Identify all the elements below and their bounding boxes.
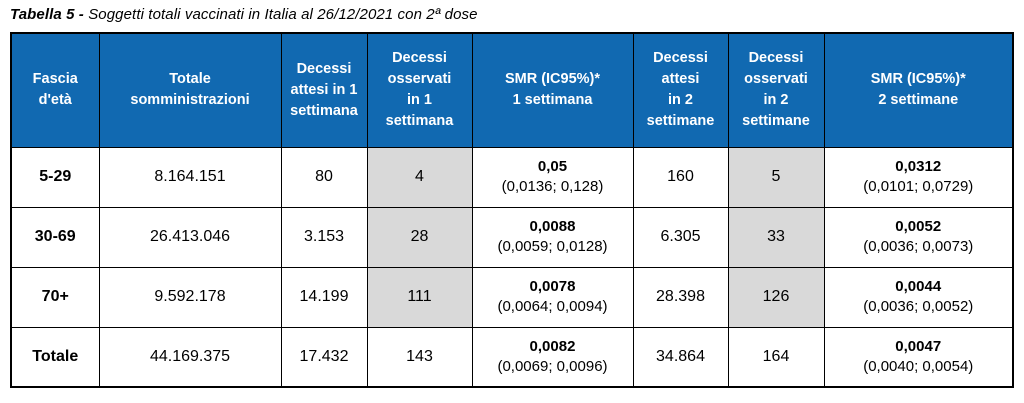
table-row-70-plus: 70+ 9.592.178 14.199 111 0,0078 (0,0064;… — [10, 266, 1014, 328]
cell-age-group: 70+ — [10, 266, 100, 328]
cell-age-group: Totale — [10, 326, 100, 388]
header-smr-1-settimana: SMR (IC95%)* 1 settimana — [471, 32, 634, 148]
cell-smr-1wk: 0,0078 (0,0064; 0,0094) — [471, 266, 634, 328]
vaccination-smr-table: Fascia d'età Totale somministrazioni Dec… — [10, 32, 1014, 388]
header-decessi-osservati-2-settimane: Decessi osservati in 2 settimane — [727, 32, 825, 148]
smr-confidence-interval: (0,0101; 0,0729) — [863, 178, 974, 195]
table-caption-text: Soggetti totali vaccinati in Italia al 2… — [88, 6, 478, 23]
cell-observed-deaths-1wk: 111 — [366, 266, 473, 328]
cell-smr-2wk: 0,0044 (0,0036; 0,0052) — [823, 266, 1014, 328]
smr-value: 0,05 — [537, 157, 568, 175]
cell-observed-deaths-1wk: 143 — [366, 326, 473, 388]
cell-smr-2wk: 0,0312 (0,0101; 0,0729) — [823, 146, 1014, 208]
table-row-totale: Totale 44.169.375 17.432 143 0,0082 (0,0… — [10, 326, 1014, 388]
smr-value: 0,0082 — [529, 337, 576, 355]
smr-confidence-interval: (0,0069; 0,0096) — [497, 357, 608, 375]
smr-value: 0,0047 — [895, 337, 942, 355]
cell-age-group: 30-69 — [10, 206, 100, 268]
cell-smr-2wk: 0,0047 (0,0040; 0,0054) — [823, 326, 1014, 388]
cell-observed-deaths-1wk: 28 — [366, 206, 473, 268]
smr-value: 0,0078 — [529, 277, 576, 295]
cell-expected-deaths-2wk: 160 — [632, 146, 729, 208]
smr-value: 0,0312 — [895, 157, 942, 175]
cell-smr-1wk: 0,0088 (0,0059; 0,0128) — [471, 206, 634, 268]
cell-total-doses: 44.169.375 — [98, 326, 282, 388]
header-totale-somministrazioni: Totale somministrazioni — [98, 32, 282, 148]
table-header-row: Fascia d'età Totale somministrazioni Dec… — [10, 32, 1014, 148]
table-row-5-29: 5-29 8.164.151 80 4 0,05 (0,0136; 0,128)… — [10, 146, 1014, 208]
header-decessi-attesi-2-settimane: Decessi attesi in 2 settimane — [632, 32, 729, 148]
table-caption: Tabella 5 - Soggetti totali vaccinati in… — [0, 0, 1024, 23]
cell-expected-deaths-1wk: 3.153 — [280, 206, 368, 268]
cell-total-doses: 8.164.151 — [98, 146, 282, 208]
cell-smr-2wk: 0,0052 (0,0036; 0,0073) — [823, 206, 1014, 268]
smr-confidence-interval: (0,0059; 0,0128) — [497, 238, 608, 255]
smr-confidence-interval: (0,0036; 0,0052) — [863, 298, 974, 315]
table-caption-number: Tabella 5 - — [10, 6, 84, 23]
smr-confidence-interval: (0,0036; 0,0073) — [863, 238, 974, 255]
cell-observed-deaths-2wk: 126 — [727, 266, 825, 328]
table-row-30-69: 30-69 26.413.046 3.153 28 0,0088 (0,0059… — [10, 206, 1014, 268]
cell-expected-deaths-1wk: 14.199 — [280, 266, 368, 328]
smr-confidence-interval: (0,0064; 0,0094) — [497, 298, 608, 315]
smr-value: 0,0088 — [529, 217, 576, 235]
cell-age-group: 5-29 — [10, 146, 100, 208]
smr-confidence-interval: (0,0136; 0,128) — [501, 178, 604, 195]
cell-smr-1wk: 0,0082 (0,0069; 0,0096) — [471, 326, 634, 388]
cell-observed-deaths-1wk: 4 — [366, 146, 473, 208]
cell-expected-deaths-1wk: 80 — [280, 146, 368, 208]
cell-total-doses: 9.592.178 — [98, 266, 282, 328]
cell-observed-deaths-2wk: 5 — [727, 146, 825, 208]
header-smr-2-settimane: SMR (IC95%)* 2 settimane — [823, 32, 1014, 148]
header-fascia-eta: Fascia d'età — [10, 32, 100, 148]
cell-observed-deaths-2wk: 33 — [727, 206, 825, 268]
cell-expected-deaths-1wk: 17.432 — [280, 326, 368, 388]
cell-observed-deaths-2wk: 164 — [727, 326, 825, 388]
smr-value: 0,0052 — [895, 217, 942, 235]
header-decessi-osservati-1-settimana: Decessi osservati in 1 settimana — [366, 32, 473, 148]
cell-expected-deaths-2wk: 28.398 — [632, 266, 729, 328]
smr-confidence-interval: (0,0040; 0,0054) — [863, 357, 974, 375]
header-decessi-attesi-1-settimana: Decessi attesi in 1 settimana — [280, 32, 368, 148]
cell-total-doses: 26.413.046 — [98, 206, 282, 268]
smr-value: 0,0044 — [895, 277, 942, 295]
cell-smr-1wk: 0,05 (0,0136; 0,128) — [471, 146, 634, 208]
cell-expected-deaths-2wk: 34.864 — [632, 326, 729, 388]
cell-expected-deaths-2wk: 6.305 — [632, 206, 729, 268]
